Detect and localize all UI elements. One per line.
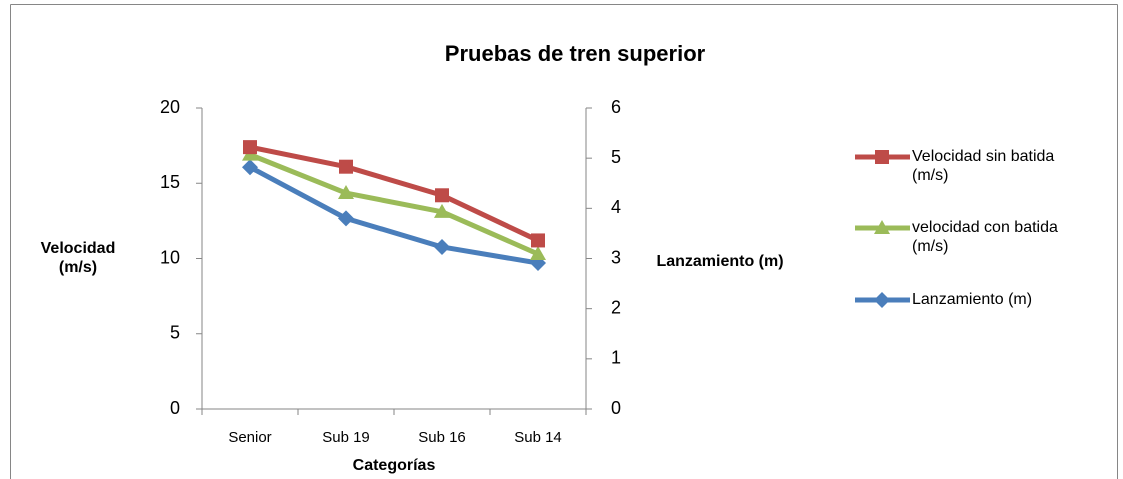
y-tick-label: 15 xyxy=(160,172,180,192)
series-marker xyxy=(435,188,449,203)
y-tick-label: 10 xyxy=(160,247,180,267)
y2-tick-label: 5 xyxy=(611,147,621,167)
y-axis-title: Velocidad (m/s) xyxy=(40,240,116,276)
y2-tick-label: 4 xyxy=(611,197,621,217)
y-tick-label: 5 xyxy=(170,323,180,343)
legend-marker xyxy=(874,292,890,308)
series-marker xyxy=(242,159,258,176)
chart-title: Pruebas de tren superior xyxy=(445,41,706,66)
series-line xyxy=(248,164,539,266)
series-marker xyxy=(339,159,353,174)
y2-tick-label: 0 xyxy=(611,398,621,418)
series-marker xyxy=(243,140,257,155)
series-marker xyxy=(434,203,450,218)
legend-marker xyxy=(875,150,889,164)
legend-label: Lanzamiento (m) xyxy=(912,291,1033,308)
y2-tick-label: 3 xyxy=(611,247,621,267)
legend-label: velocidad con batida (m/s) xyxy=(912,219,1058,255)
x-tick-label: Senior xyxy=(228,429,271,446)
series-marker xyxy=(338,185,354,200)
series-marker xyxy=(531,233,545,248)
series-line xyxy=(249,152,540,257)
series-marker xyxy=(530,245,546,260)
series-marker xyxy=(338,210,354,227)
series-marker xyxy=(434,238,450,255)
y-tick-label: 20 xyxy=(160,97,180,117)
x-axis-title: Categorías xyxy=(353,457,436,474)
y2-tick-label: 2 xyxy=(611,297,621,317)
legend-label: Velocidad sin batida (m/s) xyxy=(912,148,1055,184)
series-line xyxy=(249,144,540,243)
x-tick-label: Sub 14 xyxy=(514,429,562,446)
x-tick-label: Sub 19 xyxy=(322,429,370,446)
y2-axis-title: Lanzamiento (m) xyxy=(656,253,783,270)
y-tick-label: 0 xyxy=(170,398,180,418)
y2-tick-label: 1 xyxy=(611,348,621,368)
x-tick-label: Sub 16 xyxy=(418,429,466,446)
y2-tick-label: 6 xyxy=(611,97,621,117)
legend-marker xyxy=(874,220,890,234)
